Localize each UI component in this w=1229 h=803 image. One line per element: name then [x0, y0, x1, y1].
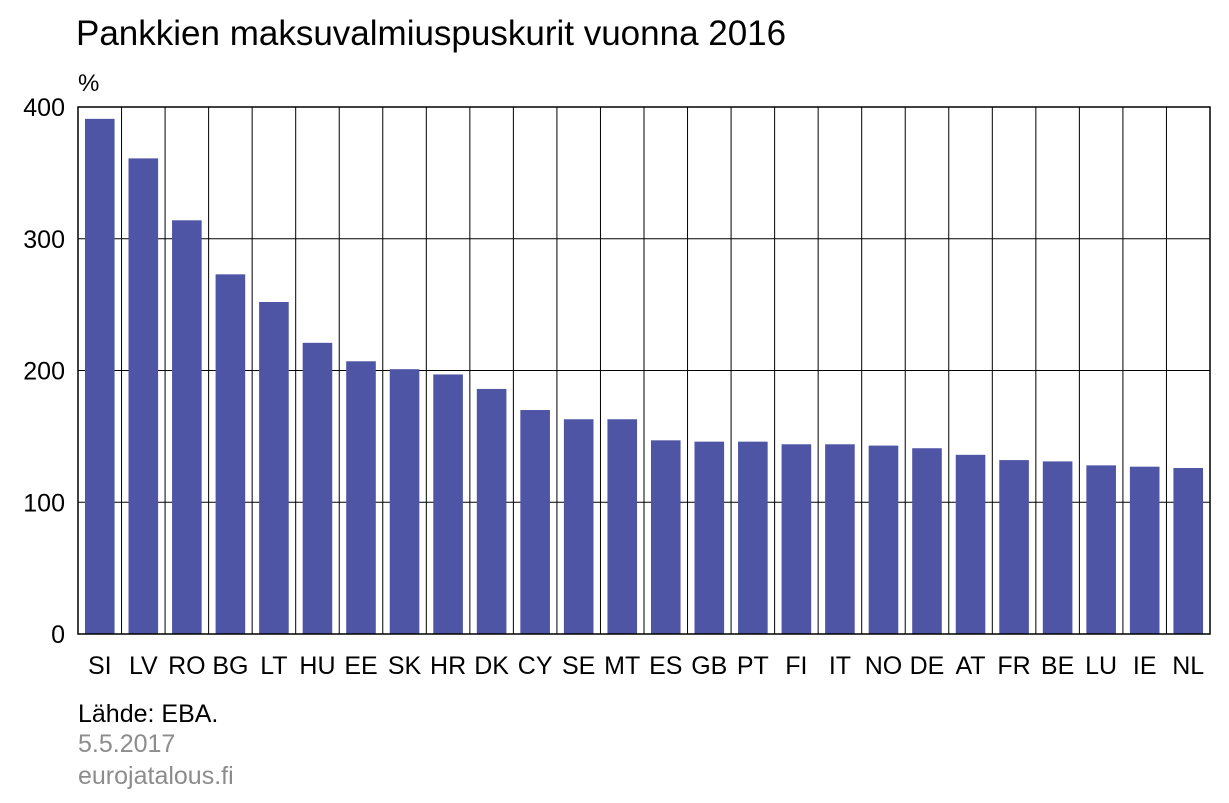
- x-tick-label-de: DE: [910, 652, 945, 680]
- bar-bg: [215, 274, 246, 634]
- y-tick-label: 400: [23, 94, 65, 122]
- y-tick-label: 100: [23, 489, 65, 517]
- y-tick-label: 300: [23, 226, 65, 254]
- x-tick-label-gb: GB: [691, 652, 727, 680]
- x-tick-label-ie: IE: [1133, 652, 1157, 680]
- bars: [84, 118, 1204, 635]
- bar-hu: [302, 342, 333, 634]
- x-tick-label-lu: LU: [1085, 652, 1117, 680]
- bar-lt: [259, 301, 289, 634]
- x-tick-label-si: SI: [88, 652, 112, 680]
- bar-lu: [1086, 465, 1116, 634]
- x-tick-label-mt: MT: [604, 652, 640, 680]
- bar-si: [84, 118, 115, 635]
- x-tick-label-ee: EE: [344, 652, 377, 680]
- bar-de: [912, 448, 942, 634]
- bar-mt: [607, 419, 638, 634]
- bar-ie: [1129, 466, 1160, 634]
- x-tick-label-se: SE: [562, 652, 595, 680]
- x-tick-label-no: NO: [865, 652, 903, 680]
- x-tick-label-lv: LV: [129, 652, 158, 680]
- bar-es: [650, 440, 681, 634]
- x-tick-label-fr: FR: [997, 652, 1030, 680]
- bar-se: [563, 419, 594, 634]
- bar-dk: [476, 388, 507, 634]
- bar-ro: [172, 220, 202, 634]
- y-tick-label: 0: [51, 621, 65, 649]
- bar-ee: [346, 361, 376, 634]
- x-tick-label-bg: BG: [212, 652, 248, 680]
- x-tick-label-fi: FI: [785, 652, 807, 680]
- bar-no: [868, 445, 899, 634]
- x-tick-label-pt: PT: [737, 652, 769, 680]
- bar-lv: [128, 158, 159, 634]
- x-tick-label-sk: SK: [388, 652, 422, 680]
- bar-gb: [694, 441, 725, 634]
- x-tick-label-hu: HU: [299, 652, 335, 680]
- x-tick-label-es: ES: [649, 652, 682, 680]
- y-tick-label: 200: [23, 358, 65, 386]
- plot-frame: [77, 106, 1211, 635]
- x-tick-label-lt: LT: [260, 652, 287, 680]
- bar-be: [1042, 461, 1073, 634]
- bar-cy: [520, 410, 550, 634]
- x-tick-label-at: AT: [955, 652, 985, 680]
- x-tick-label-hr: HR: [430, 652, 466, 680]
- bar-sk: [389, 369, 420, 634]
- date-note: 5.5.2017: [78, 730, 176, 758]
- bar-hr: [433, 374, 463, 634]
- x-tick-label-it: IT: [829, 652, 851, 680]
- bar-fi: [781, 444, 812, 634]
- bar-at: [955, 454, 986, 634]
- x-tick-label-cy: CY: [518, 652, 553, 680]
- x-tick-label-be: BE: [1041, 652, 1074, 680]
- bar-nl: [1173, 467, 1204, 634]
- x-tick-label-nl: NL: [1172, 652, 1204, 680]
- y-tick-labels: 0 100 200 300 400: [23, 94, 65, 649]
- bar-it: [825, 444, 855, 634]
- x-tick-labels: SI LV RO BG LT HU EE SK HR DK CY SE MT ES GB PT FI IT NO DE…: [88, 652, 1204, 680]
- grid-lines: [78, 107, 1210, 634]
- site-note: eurojatalous.fi: [78, 762, 234, 790]
- source-note: Lähde: EBA.: [78, 700, 219, 728]
- bar-fr: [999, 460, 1029, 634]
- y-axis-unit-label: %: [78, 70, 100, 97]
- bar-pt: [738, 441, 768, 634]
- chart-title: Pankkien maksuvalmiuspuskurit vuonna 201…: [76, 14, 787, 53]
- x-tick-label-ro: RO: [168, 652, 206, 680]
- x-tick-label-dk: DK: [474, 652, 509, 680]
